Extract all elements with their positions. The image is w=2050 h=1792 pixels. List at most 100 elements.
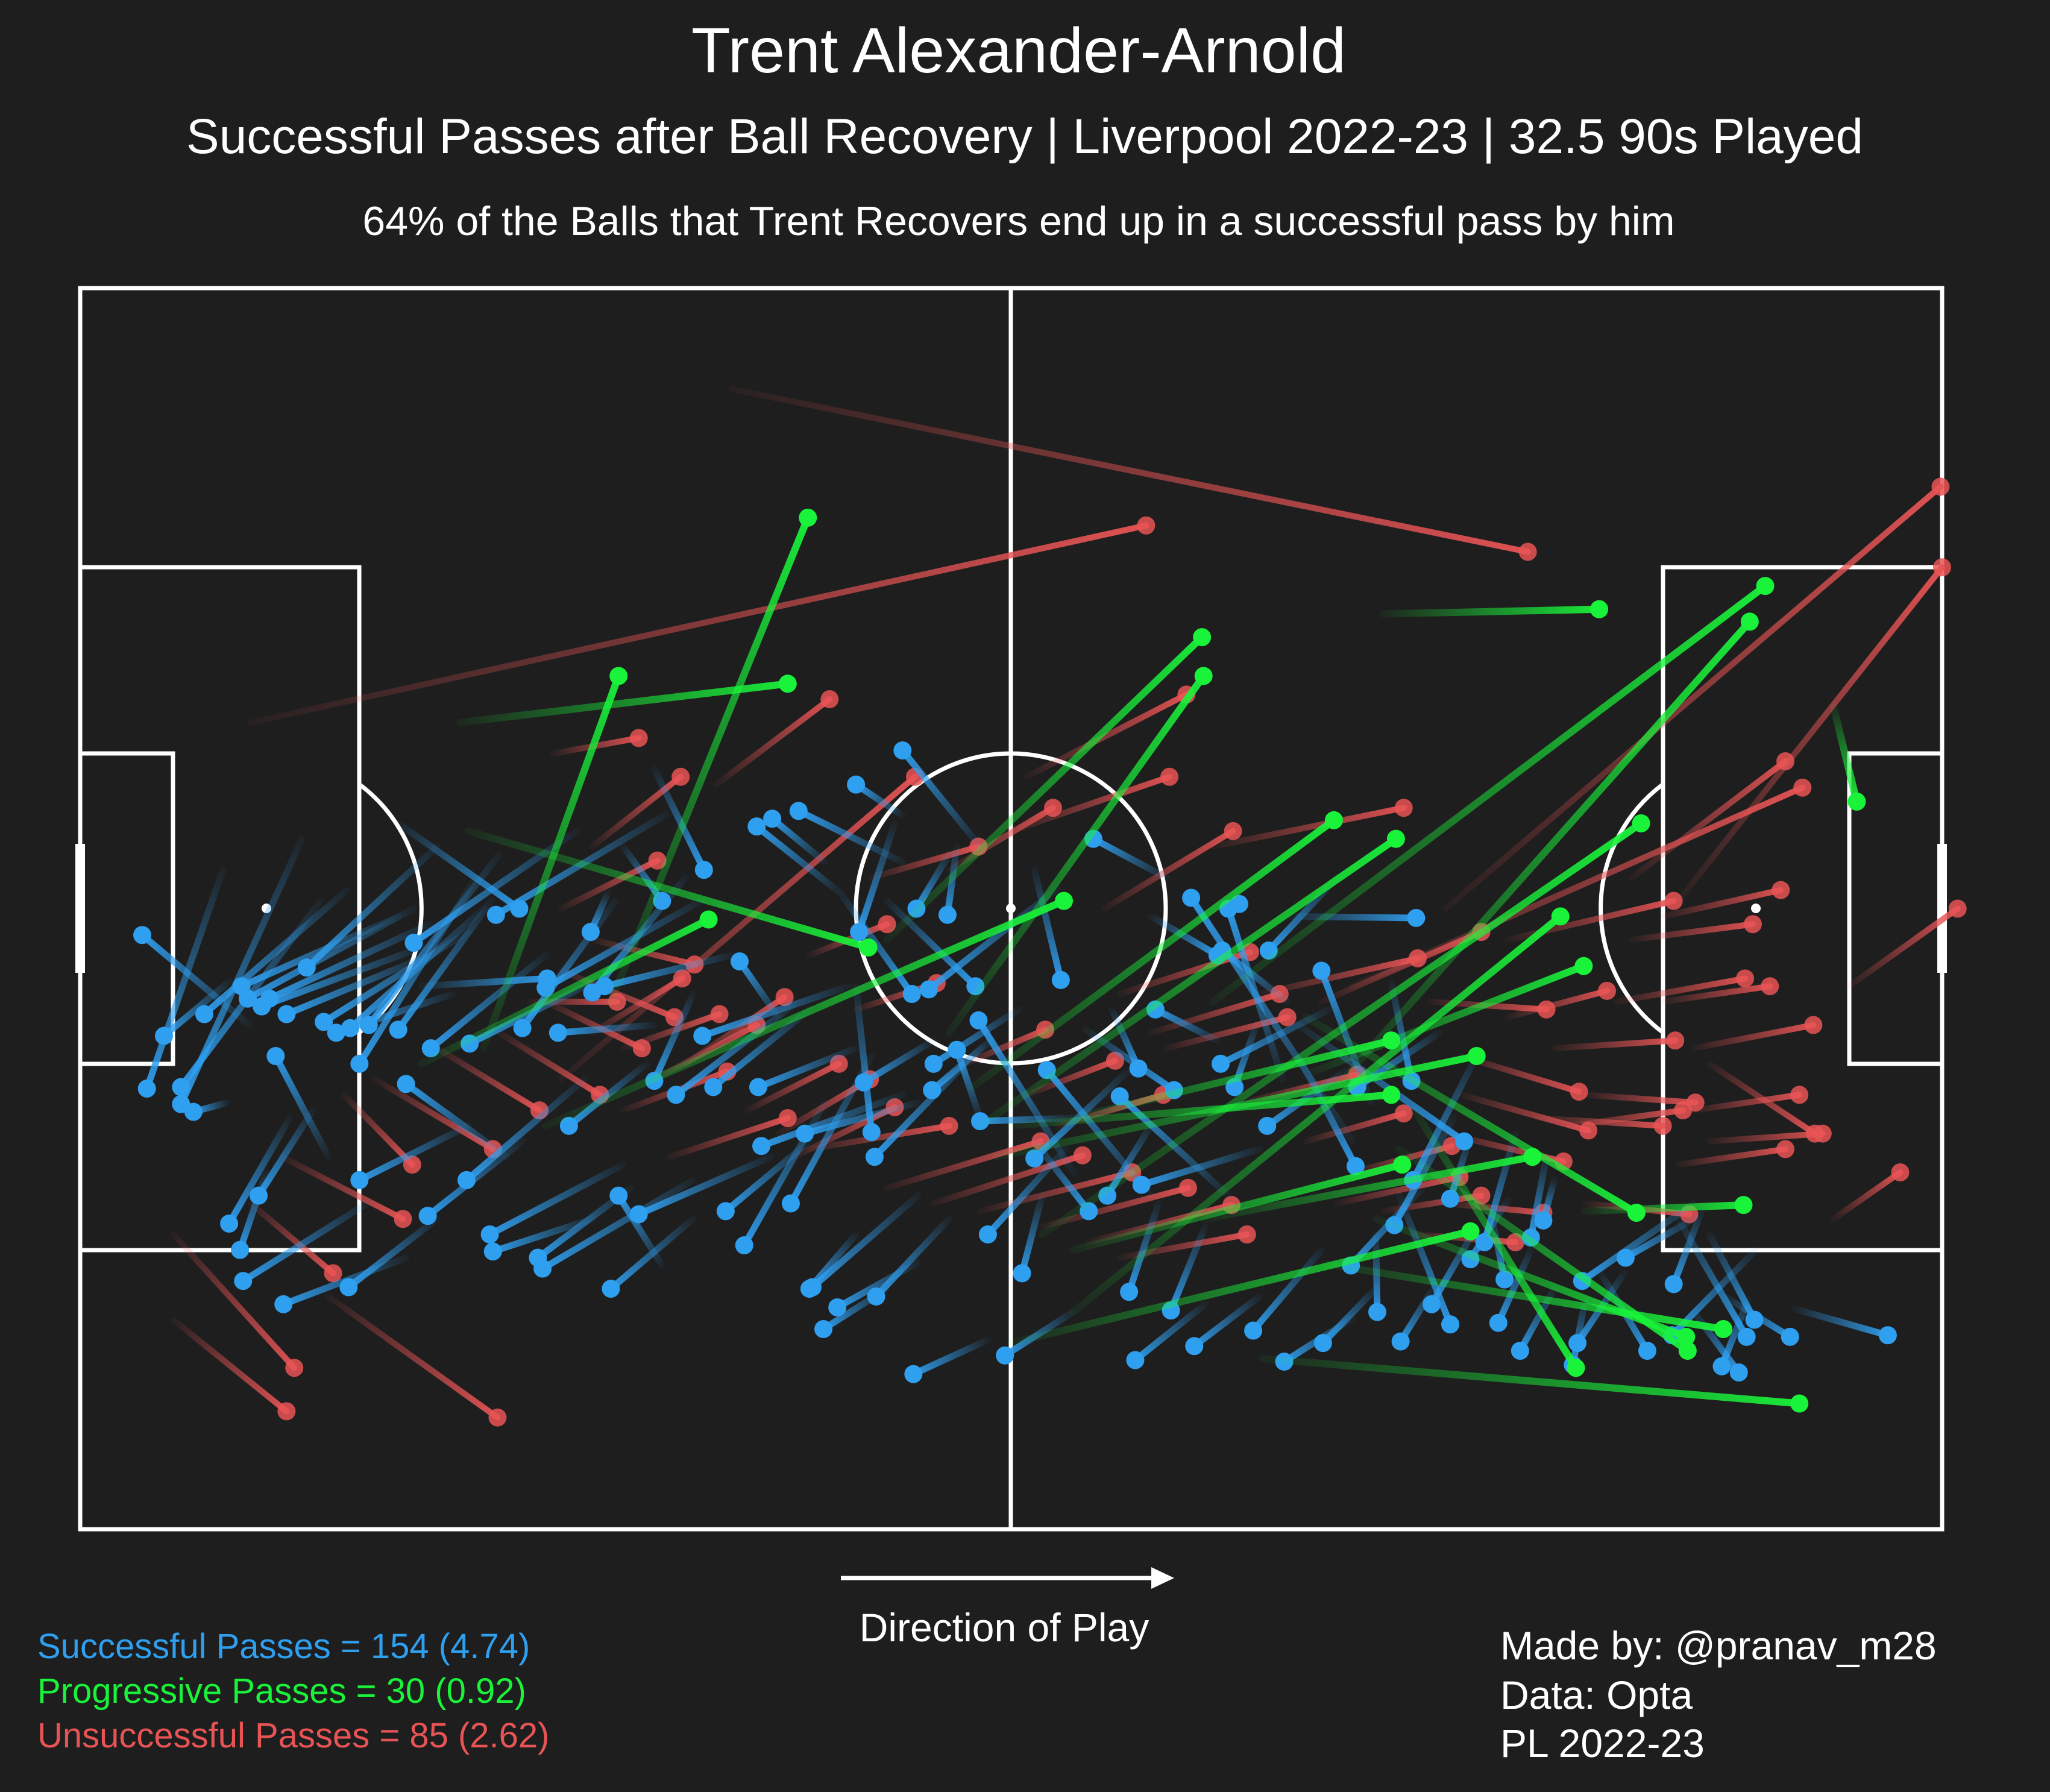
- successful-pass-end-marker: [1013, 1264, 1031, 1283]
- successful-pass-end-marker: [315, 1013, 333, 1031]
- unsuccessful-pass-68: [1504, 981, 1616, 1020]
- progressive-pass-end-marker: [1590, 600, 1609, 618]
- unsuccessful-pass-line: [1504, 987, 1610, 1020]
- successful-pass-139: [1664, 1207, 1705, 1294]
- successful-pass-end-marker: [1441, 1315, 1459, 1334]
- unsuccessful-pass-line: [1023, 691, 1190, 780]
- unsuccessful-pass-59: [1613, 969, 1755, 1005]
- successful-pass-18: [389, 898, 495, 1039]
- progressive-pass-line: [1829, 703, 1861, 805]
- unsuccessful-pass-line: [1629, 921, 1756, 943]
- successful-pass-end-marker: [1745, 1310, 1764, 1329]
- successful-pass-line: [769, 815, 829, 866]
- successful-pass-10: [260, 920, 433, 1008]
- successful-pass-line: [650, 766, 708, 873]
- successful-pass-149: [1185, 1293, 1263, 1356]
- successful-pass-end-marker: [1737, 1327, 1756, 1346]
- successful-pass-line: [736, 958, 782, 1021]
- unsuccessful-pass-end-marker: [277, 1402, 296, 1421]
- unsuccessful-pass-line: [1256, 955, 1421, 998]
- successful-pass-end-marker: [137, 1080, 156, 1098]
- successful-pass-line: [283, 952, 433, 1018]
- successful-pass-34: [704, 1006, 813, 1096]
- successful-pass-end-marker: [969, 1011, 988, 1030]
- successful-pass-97: [483, 1215, 596, 1261]
- successful-pass-end-marker: [404, 934, 423, 952]
- progressive-pass-4: [418, 910, 718, 1067]
- unsuccessful-pass-line: [1706, 1130, 1826, 1145]
- successful-pass-end-marker: [814, 1319, 833, 1338]
- successful-pass-line: [1125, 1200, 1162, 1295]
- unsuccessful-pass-line: [1023, 1057, 1118, 1098]
- successful-pass-line: [239, 1200, 371, 1284]
- successful-pass-end-marker: [529, 1248, 547, 1267]
- unsuccessful-pass-5: [278, 1154, 412, 1228]
- progressive-pass-line: [1302, 1013, 1640, 1216]
- successful-pass-line: [139, 931, 253, 1029]
- progressive-pass-line: [1322, 1260, 1728, 1333]
- successful-pass-line: [1395, 1192, 1454, 1328]
- successful-pass-end-marker: [867, 1287, 885, 1306]
- unsuccessful-pass-line: [1675, 564, 1945, 904]
- successful-pass-21: [397, 1075, 511, 1160]
- successful-pass-143: [1489, 1247, 1535, 1332]
- unsuccessful-pass-line: [1567, 1107, 1687, 1129]
- successful-pass-end-marker: [1495, 1270, 1514, 1289]
- successful-pass-137: [1791, 1306, 1897, 1345]
- successful-pass-46: [650, 766, 713, 879]
- unsuccessful-pass-end-marker: [1948, 899, 1967, 918]
- successful-pass-end-marker: [800, 1280, 819, 1298]
- successful-pass-line: [418, 975, 551, 990]
- successful-pass-end-marker: [1878, 1326, 1897, 1345]
- unsuccessful-pass-79: [248, 516, 1155, 726]
- successful-pass-line: [489, 1215, 596, 1255]
- unsuccessful-pass-end-marker: [403, 1155, 421, 1174]
- unsuccessful-pass-end-marker: [1073, 1146, 1092, 1165]
- successful-pass-109: [1013, 1192, 1046, 1283]
- unsuccessful-pass-line: [278, 1154, 406, 1222]
- successful-pass-end-marker: [327, 1023, 345, 1042]
- successful-pass-end-marker: [1534, 1211, 1553, 1230]
- successful-pass-end-marker: [902, 985, 921, 1004]
- legend-progressive: Progressive Passes = 30 (0.92): [37, 1671, 526, 1711]
- successful-pass-end-marker: [1126, 1351, 1145, 1369]
- progressive-pass-25: [1325, 612, 1759, 1099]
- successful-pass-103: [800, 1231, 860, 1298]
- progressive-pass-26: [1829, 703, 1866, 811]
- successful-pass-62: [1295, 1052, 1365, 1175]
- progressive-pass-end-marker: [1574, 957, 1593, 975]
- successful-pass-end-marker: [341, 1019, 359, 1037]
- successful-pass-end-marker: [904, 1365, 923, 1383]
- progressive-pass-end-marker: [1714, 1319, 1733, 1338]
- progressive-pass-line: [418, 916, 712, 1067]
- successful-pass-146: [1391, 1285, 1437, 1351]
- unsuccessful-pass-28: [930, 1146, 1092, 1207]
- successful-pass-line: [486, 1161, 627, 1238]
- progressive-pass-end-marker: [1393, 1155, 1412, 1174]
- successful-pass-92: [231, 1169, 270, 1259]
- progressive-pass-line: [456, 680, 791, 726]
- successful-pass-94: [184, 1099, 231, 1121]
- successful-pass-end-marker: [1258, 1116, 1277, 1135]
- successful-pass-line: [1090, 835, 1170, 881]
- unsuccessful-pass-line: [1659, 983, 1773, 1005]
- successful-pass-line: [913, 850, 953, 912]
- successful-pass-line: [565, 1060, 650, 1130]
- successful-pass-138: [1712, 1296, 1752, 1375]
- successful-pass-end-marker: [1312, 961, 1331, 980]
- progressive-pass-end-marker: [1567, 1359, 1585, 1377]
- unsuccessful-pass-line: [713, 696, 833, 788]
- progressive-pass-line: [883, 633, 1206, 943]
- unsuccessful-pass-line: [1691, 1092, 1803, 1114]
- successful-pass-line: [201, 887, 351, 1018]
- unsuccessful-pass-end-marker: [1666, 1031, 1685, 1050]
- successful-pass-end-marker: [763, 810, 782, 828]
- successful-pass-line: [1019, 1192, 1046, 1277]
- successful-pass-end-marker: [195, 1005, 213, 1023]
- successful-pass-end-marker: [1441, 1189, 1459, 1208]
- successful-pass-line: [244, 905, 417, 1002]
- successful-pass-52: [1031, 866, 1070, 989]
- successful-pass-line: [177, 835, 306, 1108]
- successful-pass-end-marker: [536, 978, 555, 997]
